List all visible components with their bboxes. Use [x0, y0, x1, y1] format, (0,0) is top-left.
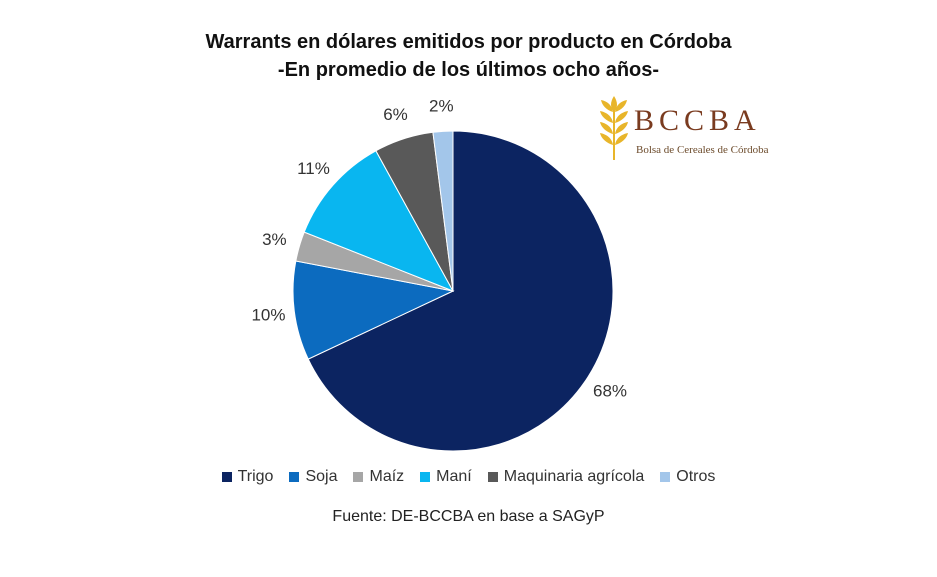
- wheat-icon: [600, 96, 628, 160]
- legend-item: Trigo: [221, 468, 274, 486]
- source-note: Fuente: DE-BCCBA en base a SAGyP: [332, 508, 605, 525]
- pie-slice-label: 10%: [251, 305, 285, 324]
- legend-item: Maquinaria agrícola: [487, 468, 645, 486]
- pie-slice-soja: [292, 260, 455, 360]
- legend-swatch: [420, 472, 431, 482]
- legend-swatch: [353, 472, 364, 482]
- pie-slice-label: 11%: [297, 159, 330, 178]
- legend-item: Maní: [420, 468, 472, 486]
- pie-slice-otros: [432, 130, 454, 292]
- legend-label: Maquinaria agrícola: [503, 468, 645, 485]
- legend-swatch: [660, 472, 671, 482]
- legend-item: Otros: [660, 468, 715, 486]
- legend-item: Maíz: [353, 468, 404, 486]
- legend-swatch: [289, 472, 300, 482]
- chart-title: Warrants en dólares emitidos por product…: [0, 28, 937, 84]
- legend-label: Maíz: [369, 468, 405, 485]
- pie-slice-label: 2%: [429, 96, 454, 115]
- legend-label: Soja: [305, 468, 338, 485]
- chart-legend: Trigo Soja Maíz Maní Maquinaria agrícola Otro…: [0, 468, 937, 486]
- logo-name: BCCBA: [634, 104, 761, 137]
- bccba-logo: BCCBA Bolsa de Cereales de Córdoba: [596, 92, 796, 164]
- chart-subtitle: -En promedio de los últimos ocho años-: [277, 59, 660, 81]
- logo-subtitle: Bolsa de Cereales de Córdoba: [636, 144, 769, 156]
- legend-label: Maní: [436, 468, 472, 485]
- legend-item: Soja: [289, 468, 337, 486]
- legend-swatch: [487, 472, 498, 482]
- legend-label: Otros: [676, 468, 716, 485]
- legend-swatch: [221, 472, 232, 482]
- pie-slice-label: 3%: [262, 230, 287, 249]
- pie-slice-label: 68%: [593, 382, 627, 401]
- pie-slice-label: 6%: [383, 105, 408, 124]
- legend-label: Trigo: [237, 468, 274, 485]
- chart-title-main: Warrants en dólares emitidos por product…: [205, 31, 732, 53]
- pie-slice-man-: [303, 150, 455, 292]
- pie-slice-trigo: [307, 130, 614, 452]
